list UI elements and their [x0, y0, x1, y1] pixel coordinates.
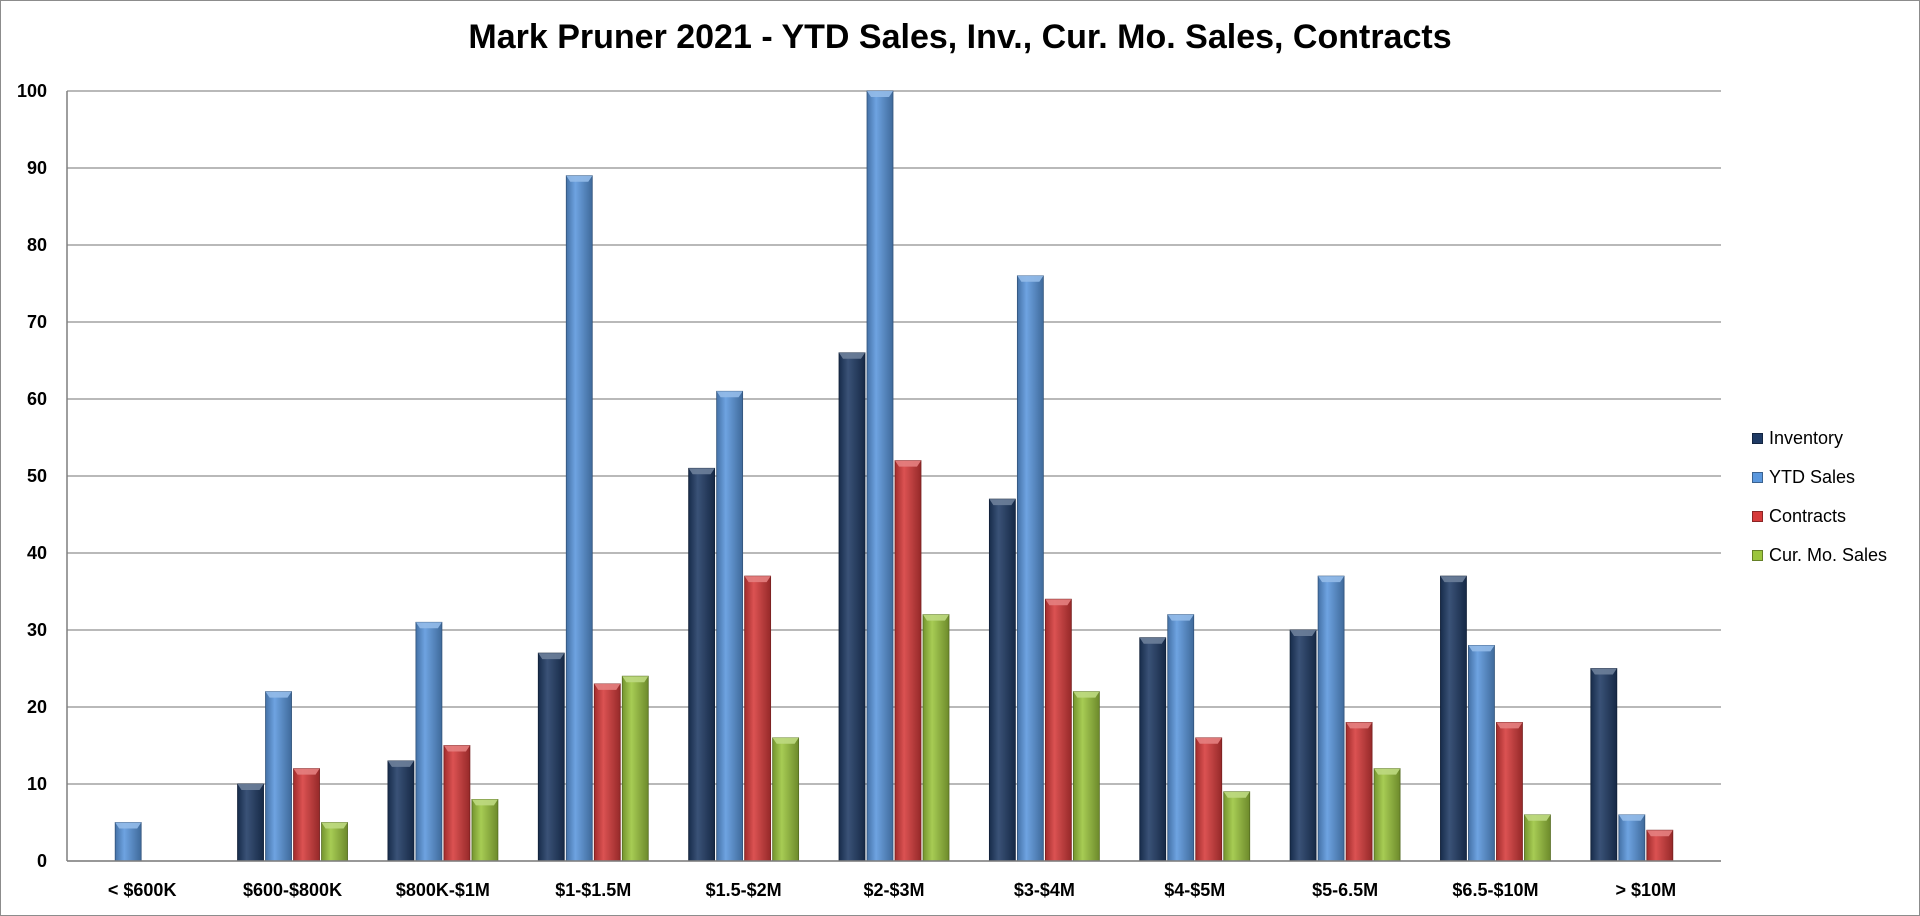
- legend-item-contracts: Contracts: [1752, 497, 1912, 536]
- legend-swatch: [1752, 550, 1763, 561]
- bar-cur-mo-sales: [321, 822, 348, 862]
- bar-cur-mo-sales: [1373, 768, 1401, 862]
- x-tick-label: $2-$3M: [863, 880, 924, 900]
- bar-cur-mo-sales: [471, 799, 499, 862]
- bar-ytd-sales: [1167, 614, 1195, 862]
- bar-contracts: [593, 683, 621, 862]
- bar-inventory: [988, 498, 1016, 862]
- bar-series: [114, 90, 1674, 862]
- bar-inventory: [1139, 637, 1167, 862]
- bar-ytd-sales: [114, 822, 142, 862]
- bar-contracts: [894, 460, 922, 862]
- bar-inventory: [237, 783, 264, 862]
- x-tick-label: > $10M: [1616, 880, 1677, 900]
- bar-cur-mo-sales: [922, 614, 950, 862]
- y-tick-label: 60: [27, 389, 47, 409]
- bar-ytd-sales: [1317, 575, 1345, 862]
- x-tick-label: $5-6.5M: [1312, 880, 1378, 900]
- bar-inventory: [1289, 629, 1317, 862]
- bar-contracts: [443, 745, 471, 862]
- x-tick-label: $4-$5M: [1164, 880, 1225, 900]
- bar-inventory: [1440, 575, 1467, 862]
- y-tick-label: 50: [27, 466, 47, 486]
- legend-label: Cur. Mo. Sales: [1769, 545, 1888, 565]
- bar-ytd-sales: [415, 621, 443, 862]
- bar-ytd-sales: [866, 90, 894, 862]
- bar-ytd-sales: [565, 175, 593, 862]
- legend-label: Contracts: [1769, 506, 1847, 526]
- y-tick-label: 10: [27, 774, 47, 794]
- y-tick-label: 0: [37, 851, 47, 871]
- bar-cur-mo-sales: [1524, 814, 1551, 862]
- chart-title: Mark Pruner 2021 - YTD Sales, Inv., Cur.…: [468, 18, 1452, 56]
- x-tick-label: $1-$1.5M: [555, 880, 631, 900]
- x-tick-label: $600-$800K: [243, 880, 342, 900]
- bar-inventory: [688, 467, 716, 862]
- bar-contracts: [1496, 722, 1523, 862]
- bar-contracts: [1345, 722, 1373, 862]
- x-tick-label: $800K-$1M: [396, 880, 490, 900]
- bar-cur-mo-sales: [772, 737, 800, 862]
- y-tick-label: 40: [27, 543, 47, 563]
- x-tick-label: $6.5-$10M: [1452, 880, 1538, 900]
- bar-contracts: [1195, 737, 1223, 862]
- bar-ytd-sales: [1016, 275, 1044, 862]
- bar-cur-mo-sales: [1223, 791, 1251, 862]
- legend-label: Inventory: [1769, 428, 1844, 448]
- legend: Inventory YTD Sales Contracts Cur. Mo. S…: [1752, 419, 1912, 575]
- bar-contracts: [1646, 829, 1674, 862]
- legend-swatch: [1752, 433, 1763, 444]
- bar-inventory: [537, 652, 565, 862]
- legend-swatch: [1752, 472, 1763, 483]
- bar-contracts: [293, 768, 320, 862]
- legend-item-cur-mo-sales: Cur. Mo. Sales: [1752, 536, 1912, 575]
- y-tick-label: 70: [27, 312, 47, 332]
- bar-contracts: [744, 575, 772, 862]
- bar-contracts: [1044, 598, 1072, 862]
- bar-cur-mo-sales: [621, 675, 649, 862]
- y-tick-label: 80: [27, 235, 47, 255]
- bar-ytd-sales: [1468, 645, 1495, 862]
- x-tick-label: < $600K: [108, 880, 177, 900]
- y-tick-label: 100: [17, 81, 47, 101]
- bar-cur-mo-sales: [1072, 691, 1100, 862]
- bar-ytd-sales: [1618, 814, 1646, 862]
- bar-inventory: [838, 352, 866, 862]
- bar-ytd-sales: [265, 691, 292, 862]
- bar-ytd-sales: [716, 390, 744, 862]
- legend-item-ytd-sales: YTD Sales: [1752, 458, 1912, 497]
- legend-item-inventory: Inventory: [1752, 419, 1912, 458]
- bar-inventory: [1590, 668, 1618, 862]
- x-tick-label: $1.5-$2M: [706, 880, 782, 900]
- y-tick-label: 20: [27, 697, 47, 717]
- legend-swatch: [1752, 511, 1763, 522]
- x-tick-label: $3-$4M: [1014, 880, 1075, 900]
- y-tick-label: 90: [27, 158, 47, 178]
- bar-inventory: [387, 760, 415, 862]
- legend-label: YTD Sales: [1769, 467, 1856, 487]
- axes: 0 10 20 30 40 50 60 70 80 90 100 < $600K $600-$800K $…: [17, 81, 1721, 900]
- y-tick-label: 30: [27, 620, 47, 640]
